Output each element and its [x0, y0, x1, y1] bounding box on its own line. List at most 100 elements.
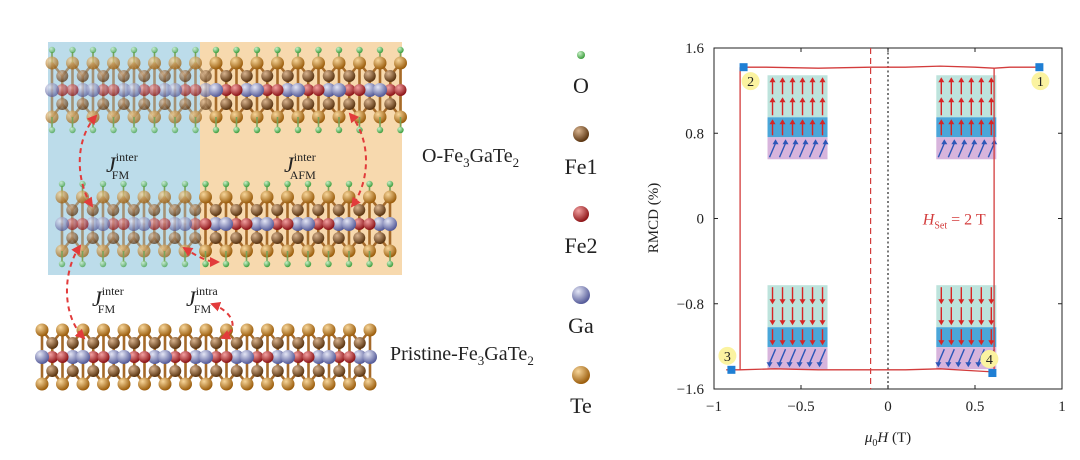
- atom-fe1: [353, 232, 366, 244]
- atom-fe1: [66, 232, 79, 244]
- atom-te: [209, 56, 223, 70]
- atom-fe2: [97, 351, 110, 363]
- atom-fe2: [230, 84, 243, 96]
- atom-te: [189, 56, 202, 70]
- atom-fe1: [158, 70, 171, 82]
- atom-te: [343, 323, 356, 337]
- atom-fe2: [220, 351, 233, 363]
- spin-inset-4: [935, 285, 997, 370]
- inset-layer-middle: [936, 117, 997, 138]
- atom-fe2: [230, 218, 243, 230]
- atom-o: [233, 46, 240, 54]
- atom-o: [99, 260, 107, 268]
- inset-layer-middle: [936, 327, 997, 348]
- atom-fe2: [312, 84, 325, 96]
- spin-arrow-head: [978, 340, 985, 346]
- atom-te: [230, 56, 243, 70]
- atom-te: [394, 56, 407, 70]
- atom-fe2: [107, 218, 120, 230]
- atom-fe1: [127, 232, 140, 244]
- atom-o: [120, 260, 127, 268]
- spin-arrow-head: [779, 119, 786, 125]
- atom-fe1: [261, 98, 274, 110]
- atom-o: [48, 46, 56, 54]
- atom-fe1: [97, 98, 110, 110]
- spin-arrow-head: [938, 97, 945, 103]
- atom-o: [110, 46, 117, 54]
- atom-ga: [239, 83, 254, 97]
- atom-fe2: [394, 84, 407, 96]
- atom-fe1: [250, 232, 263, 244]
- atom-te: [353, 56, 366, 70]
- atom-te: [260, 190, 274, 204]
- rmcd-hysteresis-chart: 1 2 3 4 −1 −0.5 0 0.5 1 −1.6 −0.8 0 0.8 1.6 HSet = 2…: [646, 41, 1066, 449]
- state-label-2: 2: [747, 75, 754, 90]
- atom-fe1: [230, 365, 243, 377]
- inset-layer-bottom: [936, 347, 997, 370]
- atom-fe2: [87, 351, 100, 363]
- atom-te: [148, 56, 161, 70]
- atom-o: [58, 260, 66, 268]
- atom-ga: [45, 83, 59, 97]
- atom-o: [58, 180, 66, 188]
- atom-fe2: [107, 84, 120, 96]
- exchange-label-fm-inter-top: Jinter FM: [106, 150, 138, 182]
- atom-te: [383, 190, 397, 204]
- spin-arrow-head: [968, 119, 975, 125]
- spin-arrow-blue-head: [766, 362, 773, 368]
- loop-segment-1: [726, 368, 995, 374]
- atom-te: [363, 190, 376, 204]
- atom-te: [178, 190, 192, 204]
- spin-arrow-blue-head: [816, 362, 823, 368]
- spin-arrow-blue-head: [941, 139, 948, 145]
- atom-fe1: [209, 204, 222, 216]
- atom-ga: [250, 83, 264, 97]
- spin-arrow-blue-head: [981, 139, 988, 145]
- atom-ga: [76, 350, 90, 364]
- atom-fe2: [179, 84, 192, 96]
- spin-arrow-blue: [798, 142, 807, 158]
- atom-fe1: [148, 337, 161, 349]
- atom-te: [240, 323, 254, 337]
- spin-arrow-head: [978, 320, 985, 326]
- spin-arrow-head: [938, 77, 945, 83]
- atom-o: [274, 46, 281, 54]
- atom-fe1: [189, 232, 202, 244]
- atom-o: [315, 46, 322, 54]
- spin-arrow-blue: [768, 348, 777, 364]
- state-badge-4: [980, 350, 999, 369]
- spin-arrow-head: [819, 320, 826, 326]
- spin-arrow-head: [978, 119, 985, 125]
- atom-o: [345, 180, 353, 188]
- state-marker-2: [739, 63, 748, 72]
- spin-arrow-head: [948, 340, 955, 346]
- atom-o: [161, 260, 168, 268]
- atom-o: [325, 180, 332, 188]
- atom-fe1: [148, 204, 161, 216]
- loop-segment-3: [994, 66, 1040, 69]
- spin-arrow-head: [789, 299, 796, 305]
- spin-arrow-head: [958, 119, 965, 125]
- atom-fe1: [271, 365, 284, 377]
- spin-arrow-blue: [818, 142, 827, 158]
- atom-fe1: [210, 365, 223, 377]
- loop-segment-4: [740, 65, 995, 69]
- atom-o: [151, 126, 158, 134]
- atom-fe2: [97, 84, 110, 96]
- atom-fe1: [384, 70, 397, 82]
- atom-fe1: [56, 70, 69, 82]
- atom-fe2: [66, 84, 79, 96]
- spin-arrow-blue: [947, 348, 955, 364]
- atom-fe1: [168, 232, 181, 244]
- spin-arrow-head: [978, 77, 985, 83]
- atom-fe1: [199, 70, 212, 82]
- atom-o: [171, 46, 179, 54]
- spin-arrow-head: [948, 119, 955, 125]
- atom-fe1: [302, 70, 315, 82]
- atom-ga: [352, 350, 367, 364]
- atom-fe1: [76, 70, 89, 82]
- atom-te: [363, 377, 377, 391]
- atom-fe1: [333, 365, 346, 377]
- atom-ga: [260, 217, 274, 231]
- exchange-arrow: [65, 244, 86, 340]
